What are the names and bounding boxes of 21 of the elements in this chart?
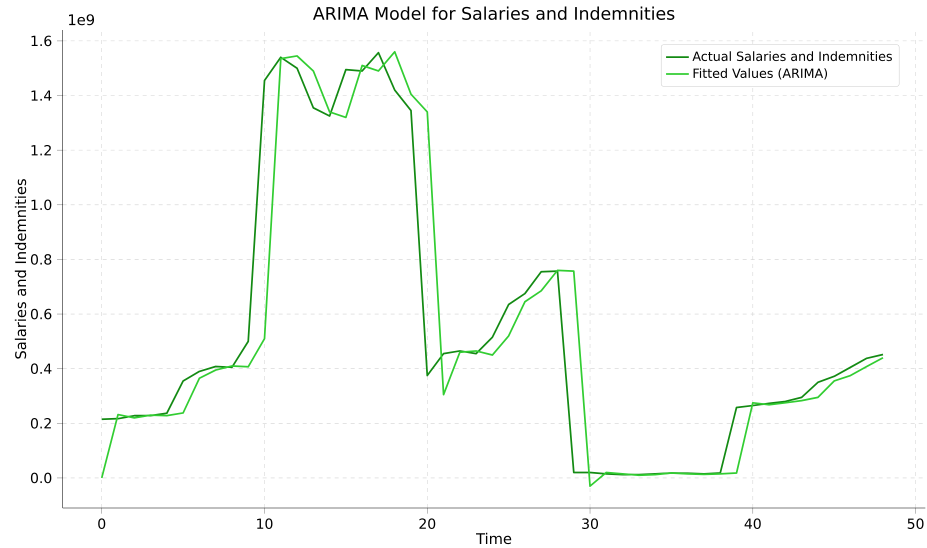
x-tick-label: 20 [419, 518, 436, 529]
legend-label: Actual Salaries and Indemnities [692, 51, 892, 62]
x-tick-label: 40 [744, 518, 761, 529]
x-tick-label: 30 [582, 518, 598, 529]
y-tick-label: 1.2 [32, 144, 51, 156]
x-tick-label: 0 [98, 518, 106, 529]
chart-title: ARIMA Model for Salaries and Indemnities [312, 6, 674, 20]
y-tick-label: 0.0 [30, 472, 52, 484]
y-tick-label: 0.2 [30, 418, 51, 429]
y-tick-label: 1.4 [32, 90, 52, 101]
y-tick-label: 0.8 [30, 254, 52, 265]
y-tick-label: 0.6 [30, 308, 52, 320]
y-tick-label: 1.6 [32, 36, 52, 46]
y-axis-title: Salaries and Indemnities [14, 179, 26, 359]
x-axis-title: Time [476, 532, 512, 544]
x-tick-label: 10 [257, 518, 272, 529]
text: 1e9 [68, 14, 94, 26]
y-tick-label: 1.0 [32, 200, 52, 210]
legend-label: Fitted Values (ARIMA) [694, 68, 828, 80]
y-tick-label: 0.4 [30, 363, 52, 374]
x-tick-label: 50 [908, 518, 924, 529]
